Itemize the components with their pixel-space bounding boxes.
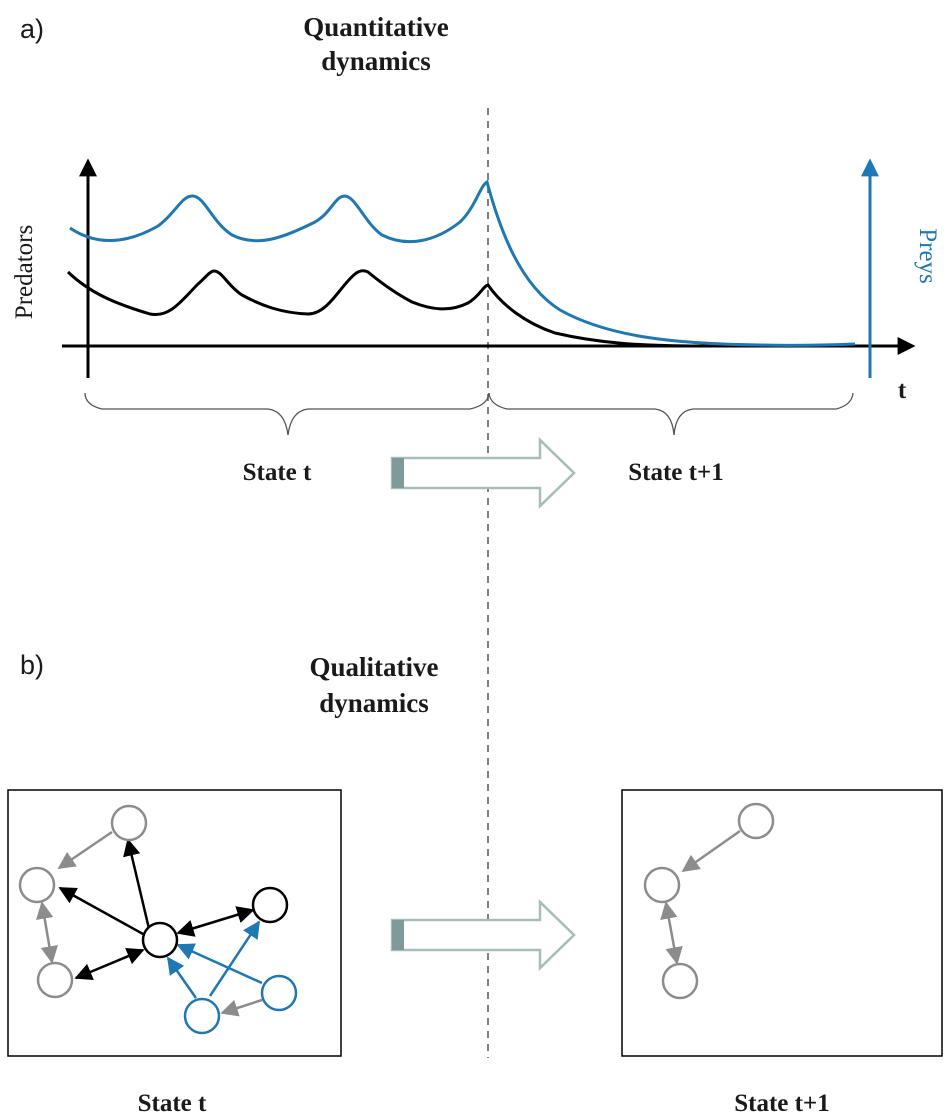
panel-b-state-t1-label: State t+1 (734, 1090, 829, 1117)
panel-b-title-line2: dynamics (319, 688, 429, 718)
panel-b-transition-arrow (390, 899, 576, 971)
edge-gray-bidirectional (36, 901, 58, 964)
time-axis-label: t (898, 377, 907, 404)
node-gray (643, 866, 681, 904)
node-gray (737, 802, 775, 840)
panel-a-title-line2: dynamics (321, 46, 431, 76)
panel-a-transition-arrow (390, 437, 576, 509)
network-state-t1-edges (660, 829, 741, 965)
network-state-t-edges (36, 830, 263, 1017)
node-gray (36, 961, 74, 999)
prey-population-curve (69, 179, 856, 347)
node-predator (141, 921, 179, 959)
node-gray (18, 866, 56, 904)
edge-black-bidirectional (74, 947, 145, 981)
node-prey (183, 997, 221, 1035)
panel-b-title-line1: Qualitative (310, 652, 439, 682)
state-t1-brace (488, 392, 854, 436)
edge-gray (57, 830, 113, 870)
panel-a-label: a) (20, 14, 44, 44)
node-gray (661, 962, 699, 1000)
network-state-t-box (7, 789, 342, 1057)
node-prey (260, 974, 298, 1012)
network-state-t1-nodes (643, 802, 775, 1000)
panel-b-label: b) (20, 650, 44, 680)
panel-a-state-t1-label: State t+1 (628, 459, 723, 486)
network-state-t1-box (621, 789, 943, 1057)
preys-axis-label: Preys (914, 228, 941, 284)
panel-a-state-t-label: State t (243, 459, 312, 486)
edge-blue (176, 943, 263, 985)
panel-b-state-t-label: State t (138, 1090, 207, 1117)
predators-axis-label: Predators (11, 225, 38, 319)
edge-blue (208, 920, 261, 997)
panel-a-title-line1: Quantitative (303, 12, 449, 42)
node-gray (110, 804, 148, 842)
node-predator (251, 886, 289, 924)
edge-gray (220, 998, 263, 1017)
edge-black (123, 838, 152, 934)
edge-black (58, 886, 144, 936)
network-state-t-nodes (18, 804, 298, 1035)
edge-gray (681, 829, 741, 873)
edge-blue (166, 956, 198, 999)
edge-black-bidirectional (176, 906, 255, 937)
state-t-brace (84, 392, 490, 436)
edge-gray-bidirectional (660, 901, 683, 965)
predator-population-curve (66, 269, 701, 348)
